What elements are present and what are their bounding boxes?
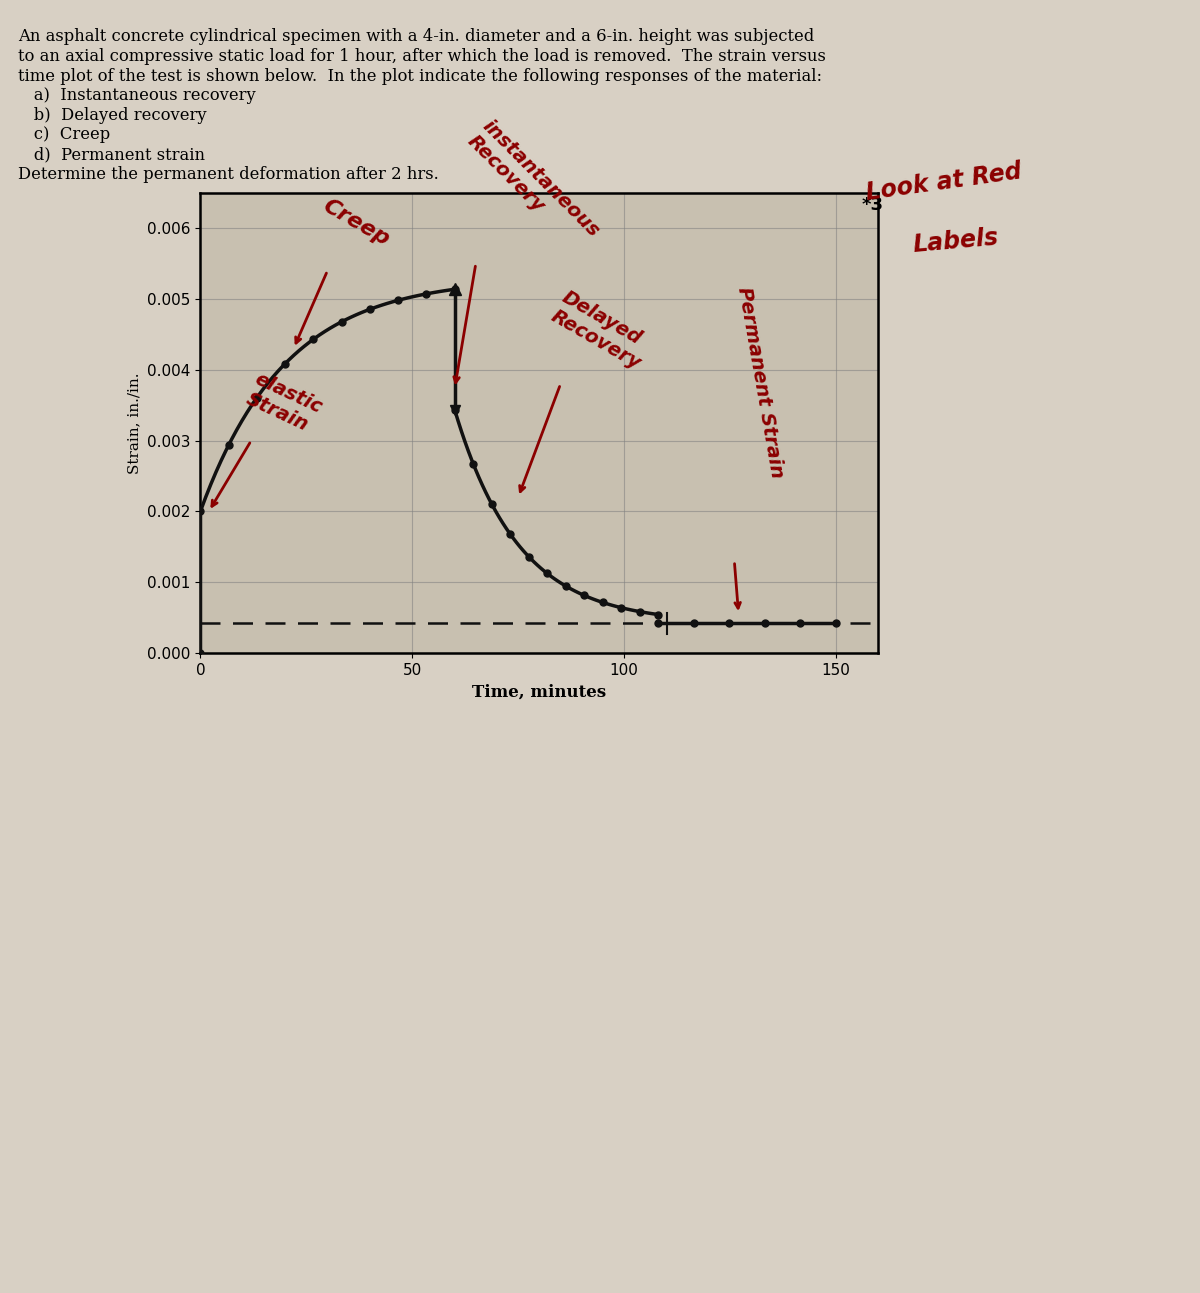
Text: An asphalt concrete cylindrical specimen with a 4-in. diameter and a 6-in. heigh: An asphalt concrete cylindrical specimen… — [18, 28, 826, 182]
Text: instantaneous
Recovery: instantaneous Recovery — [463, 116, 604, 256]
Text: Permanent Strain: Permanent Strain — [734, 286, 787, 480]
Text: elastic
Strain: elastic Strain — [242, 370, 325, 437]
Text: Labels: Labels — [912, 226, 1000, 257]
Text: Look at Red: Look at Red — [864, 160, 1022, 206]
Text: *3: *3 — [862, 197, 883, 215]
X-axis label: Time, minutes: Time, minutes — [473, 683, 606, 701]
Y-axis label: Strain, in./in.: Strain, in./in. — [127, 372, 142, 473]
Text: Creep: Creep — [319, 195, 392, 250]
Text: Delayed
Recovery: Delayed Recovery — [548, 288, 655, 374]
